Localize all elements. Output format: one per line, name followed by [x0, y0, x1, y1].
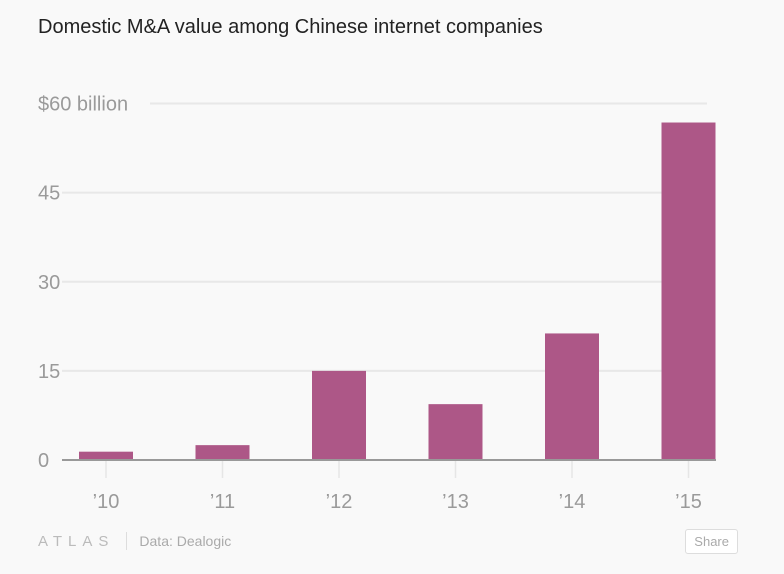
x-tick-label: ’10	[93, 491, 120, 513]
bar-5[interactable]	[661, 122, 716, 460]
footer: ATLAS Data: Dealogic	[38, 532, 231, 550]
bar-4[interactable]	[545, 333, 599, 460]
divider	[126, 532, 128, 550]
y-tick-label: 45	[38, 183, 60, 205]
atlas-logo[interactable]: ATLAS	[38, 532, 115, 550]
bar-0[interactable]	[79, 451, 133, 460]
y-tick-label: 30	[38, 272, 60, 294]
x-tick-label: ’15	[675, 491, 702, 513]
x-tick-label: ’11	[210, 491, 235, 513]
y-tick-label: 0	[38, 450, 49, 472]
chart-title: Domestic M&A value among Chinese interne…	[38, 16, 543, 38]
share-button[interactable]: Share	[685, 529, 738, 554]
x-tick-label: ’14	[559, 491, 586, 513]
y-tick-label: $60 billion	[38, 94, 128, 116]
bar-2[interactable]	[312, 370, 366, 460]
x-tick-label: ’13	[442, 491, 469, 513]
data-source: Data: Dealogic	[139, 533, 232, 549]
y-tick-label: 15	[38, 361, 60, 383]
bar-3[interactable]	[428, 404, 483, 460]
x-tick-label: ’12	[326, 491, 353, 513]
bar-1[interactable]	[195, 445, 250, 460]
